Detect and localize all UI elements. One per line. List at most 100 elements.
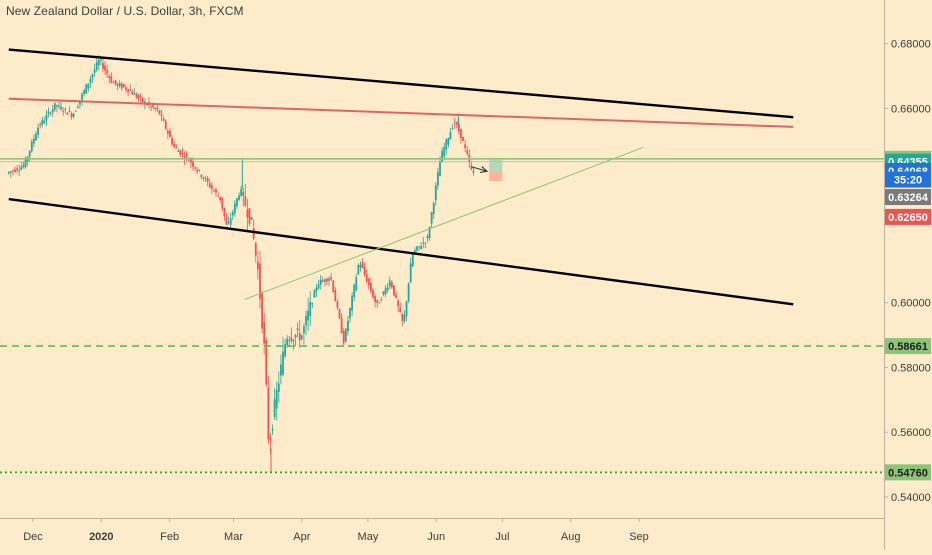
candle-body <box>309 301 312 316</box>
candle-body <box>443 147 446 157</box>
candle <box>45 109 48 127</box>
candle-body <box>102 63 104 69</box>
candle <box>432 201 435 219</box>
price-label[interactable]: 0.63264 <box>885 189 931 206</box>
candle <box>227 216 230 225</box>
candle <box>175 143 178 149</box>
candle <box>342 327 345 348</box>
candle <box>225 212 228 226</box>
red-resistance-line[interactable] <box>8 97 794 128</box>
candle-body <box>323 279 326 282</box>
candle <box>376 299 379 308</box>
candle <box>171 135 173 147</box>
candle-body <box>229 218 232 225</box>
candle <box>441 147 444 163</box>
candle-body <box>273 399 276 417</box>
price-label[interactable]: 0.58661 <box>885 338 931 355</box>
candle <box>470 161 473 171</box>
candle-body <box>242 191 245 196</box>
candle <box>330 272 333 282</box>
candle-body <box>378 302 381 304</box>
price-label[interactable]: 0.62650 <box>885 208 931 225</box>
candle-body <box>20 166 23 170</box>
candle <box>332 280 335 293</box>
candle-body <box>361 262 364 268</box>
candle-body <box>39 124 42 126</box>
candle <box>72 112 75 119</box>
candle <box>424 242 427 249</box>
candle <box>66 112 69 115</box>
candle <box>141 97 144 104</box>
candle <box>18 164 21 176</box>
position-profit-zone[interactable] <box>489 158 503 172</box>
candle-body <box>198 169 201 171</box>
candle <box>30 139 33 153</box>
candle-body <box>76 106 79 108</box>
candle-body <box>349 308 351 319</box>
y-tick-label: 0.60000 <box>891 298 931 310</box>
candle <box>286 335 289 348</box>
candle <box>246 198 249 231</box>
candle <box>49 111 52 116</box>
candles-group <box>7 55 475 473</box>
candle-body <box>7 171 10 174</box>
candle <box>208 178 211 189</box>
candle <box>74 109 77 112</box>
position-stop-zone[interactable] <box>489 171 503 181</box>
candle <box>114 80 117 87</box>
candle-body <box>108 76 111 78</box>
candle-body <box>106 69 109 74</box>
candle <box>64 107 67 114</box>
candle <box>338 308 341 320</box>
candle-body <box>91 74 94 78</box>
candle <box>51 104 54 117</box>
candle-body <box>413 250 416 254</box>
price-label[interactable]: 35:20 <box>885 171 931 188</box>
candle-body <box>416 246 418 251</box>
candle <box>35 131 37 141</box>
candle <box>370 277 372 294</box>
candle-body <box>97 59 100 66</box>
candle <box>313 288 316 298</box>
candle-body <box>460 128 462 139</box>
candle <box>355 273 358 292</box>
candle <box>196 166 199 175</box>
candle-body <box>464 144 467 148</box>
candle <box>47 107 50 118</box>
green-support-trendline[interactable] <box>244 146 644 300</box>
candle-body <box>428 227 431 239</box>
candle <box>41 117 44 128</box>
candle <box>372 287 374 299</box>
candle-body <box>256 261 259 270</box>
candle-body <box>357 264 360 275</box>
candle-body <box>233 203 236 214</box>
candle <box>405 300 408 322</box>
candle <box>106 64 109 79</box>
candle-body <box>395 294 397 298</box>
candle-body <box>407 283 410 302</box>
lower-channel-line[interactable] <box>8 197 794 306</box>
candle-body <box>422 242 425 244</box>
candle <box>9 170 12 178</box>
candle <box>265 337 268 387</box>
direction-arrow-line[interactable] <box>471 166 488 172</box>
candle-body <box>267 387 270 440</box>
candle <box>380 296 383 302</box>
upper-channel-line[interactable] <box>8 48 794 119</box>
candle <box>14 166 16 174</box>
candle <box>294 333 297 347</box>
candle-body <box>382 291 385 295</box>
candle <box>386 282 389 294</box>
candle <box>273 388 276 420</box>
candle-body <box>340 317 343 334</box>
candle <box>401 313 404 327</box>
candle-body <box>437 172 439 186</box>
candle-body <box>9 171 12 173</box>
candle-body <box>56 105 58 107</box>
candle-body <box>133 93 136 95</box>
candle <box>20 161 23 171</box>
candle-body <box>411 253 414 267</box>
price-label[interactable]: 0.54760 <box>885 464 931 481</box>
